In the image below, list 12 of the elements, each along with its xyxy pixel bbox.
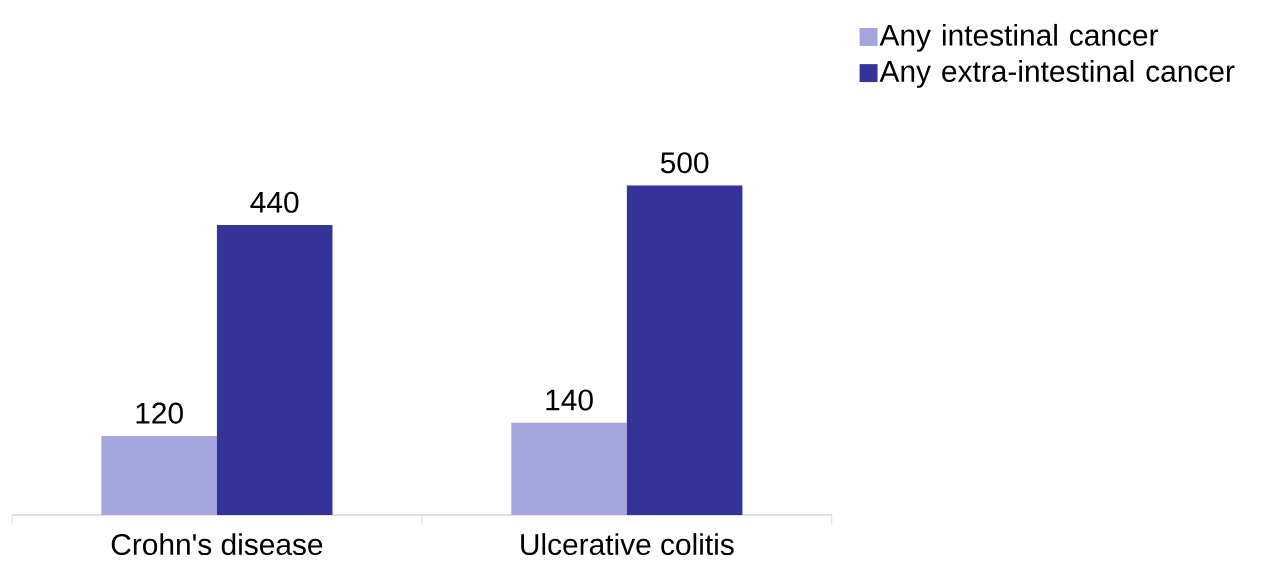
bar	[216, 225, 333, 516]
x-tick-label: Ulcerative colitis	[521, 533, 734, 556]
bar	[626, 185, 743, 516]
data-label: 440	[250, 191, 299, 213]
data-label: 120	[136, 402, 183, 424]
bar	[101, 436, 217, 516]
legend-label: Any intestinal cancer	[879, 24, 1159, 52]
bar	[511, 422, 627, 516]
data-label: 140	[546, 389, 593, 411]
data-label: 500	[660, 152, 709, 174]
x-tick-label: Crohn's disease	[111, 533, 323, 556]
legend-label: Any extra-intestinal cancer	[879, 60, 1235, 88]
